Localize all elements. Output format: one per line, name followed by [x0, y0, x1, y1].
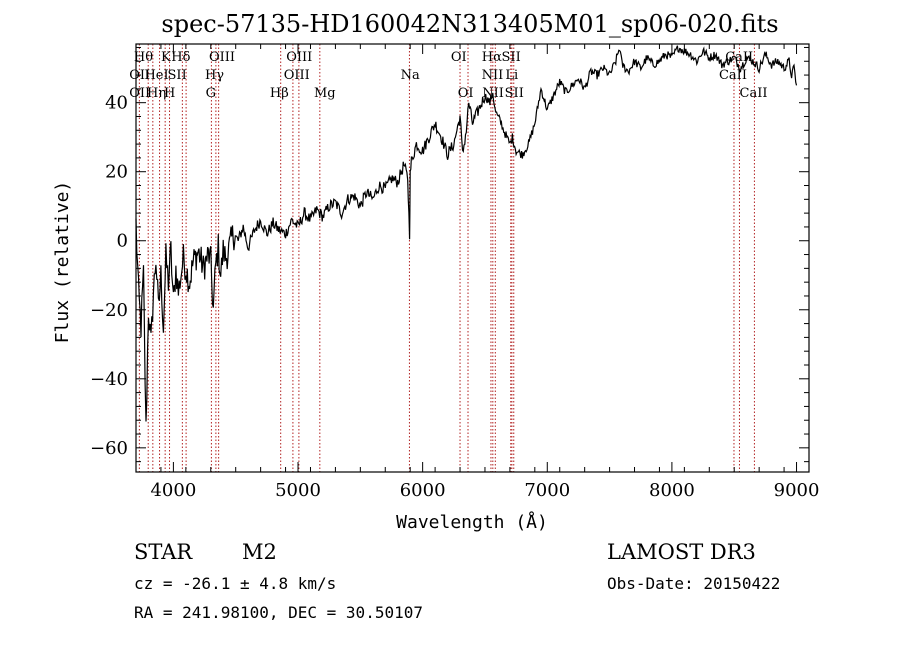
line-label-OIII: OIII — [209, 50, 235, 65]
line-label-Hη: Hη — [147, 86, 166, 101]
x-tick-label: 4000 — [150, 480, 196, 501]
line-label-OII: OII — [129, 86, 150, 101]
coordinates: RA = 241.98100, DEC = 30.50107 — [134, 603, 423, 622]
plot-frame — [135, 43, 810, 473]
x-tick-label: 6000 — [400, 480, 446, 501]
line-label-G: G — [206, 86, 216, 101]
y-tick-label: −20 — [90, 300, 128, 321]
line-label-NII: NII — [482, 68, 504, 83]
line-label-Hα: Hα — [482, 50, 502, 65]
redshift-value: cz = -26.1 ± 4.8 km/s — [134, 574, 337, 593]
line-label-OI: OI — [451, 50, 467, 65]
line-label-CaII: CaII — [725, 50, 753, 65]
line-label-HeI: HeI — [144, 68, 168, 83]
line-label-Hγ: Hγ — [205, 68, 224, 83]
line-label-Hβ: Hβ — [270, 86, 289, 101]
x-tick-label: 9000 — [774, 480, 820, 501]
line-label-K: K — [161, 50, 171, 65]
line-label-Hδ: Hδ — [171, 50, 190, 65]
y-tick-label: −60 — [90, 438, 128, 459]
line-label-CaII: CaII — [719, 68, 747, 83]
object-class: STAR — [134, 540, 193, 564]
line-label-Li: Li — [505, 68, 518, 83]
line-label-H: H — [164, 86, 175, 101]
chart-title: spec-57135-HD160042N313405M01_sp06-020.f… — [161, 10, 778, 38]
x-tick-label: 8000 — [649, 480, 695, 501]
line-label-Mg: Mg — [314, 86, 336, 101]
y-axis-label: Flux (relative) — [52, 181, 73, 344]
line-label-OIII: OIII — [284, 68, 310, 83]
x-axis-label: Wavelength (Å) — [396, 511, 548, 533]
tick-labels: 4000 5000 6000 7000 8000 9000 −60 −40 −20 0 20 40 — [90, 93, 819, 501]
line-label-OII: OII — [129, 68, 150, 83]
y-tick-label: −40 — [90, 369, 128, 390]
line-marker-layer — [138, 44, 755, 472]
object-subclass: M2 — [242, 540, 277, 564]
line-label-NII: NII — [482, 86, 504, 101]
obs-date: Obs-Date: 20150422 — [607, 574, 781, 593]
line-label-SII: SII — [502, 50, 521, 65]
survey-label: LAMOST DR3 — [607, 540, 756, 564]
y-tick-label: 0 — [117, 231, 128, 252]
line-label-SII: SII — [505, 86, 524, 101]
x-tick-label: 5000 — [275, 480, 321, 501]
axis-ticks — [135, 44, 810, 472]
x-tick-label: 7000 — [524, 480, 570, 501]
line-label-OIII: OIII — [286, 50, 312, 65]
line-label-Hθ: Hθ — [134, 50, 153, 65]
y-tick-label: 20 — [105, 162, 128, 183]
spectrum-line — [135, 45, 798, 422]
line-label-OI: OI — [458, 86, 474, 101]
line-label-CaII: CaII — [740, 86, 768, 101]
y-tick-label: 40 — [105, 93, 128, 114]
line-label-Na: Na — [401, 68, 420, 83]
line-label-SII: SII — [168, 68, 187, 83]
